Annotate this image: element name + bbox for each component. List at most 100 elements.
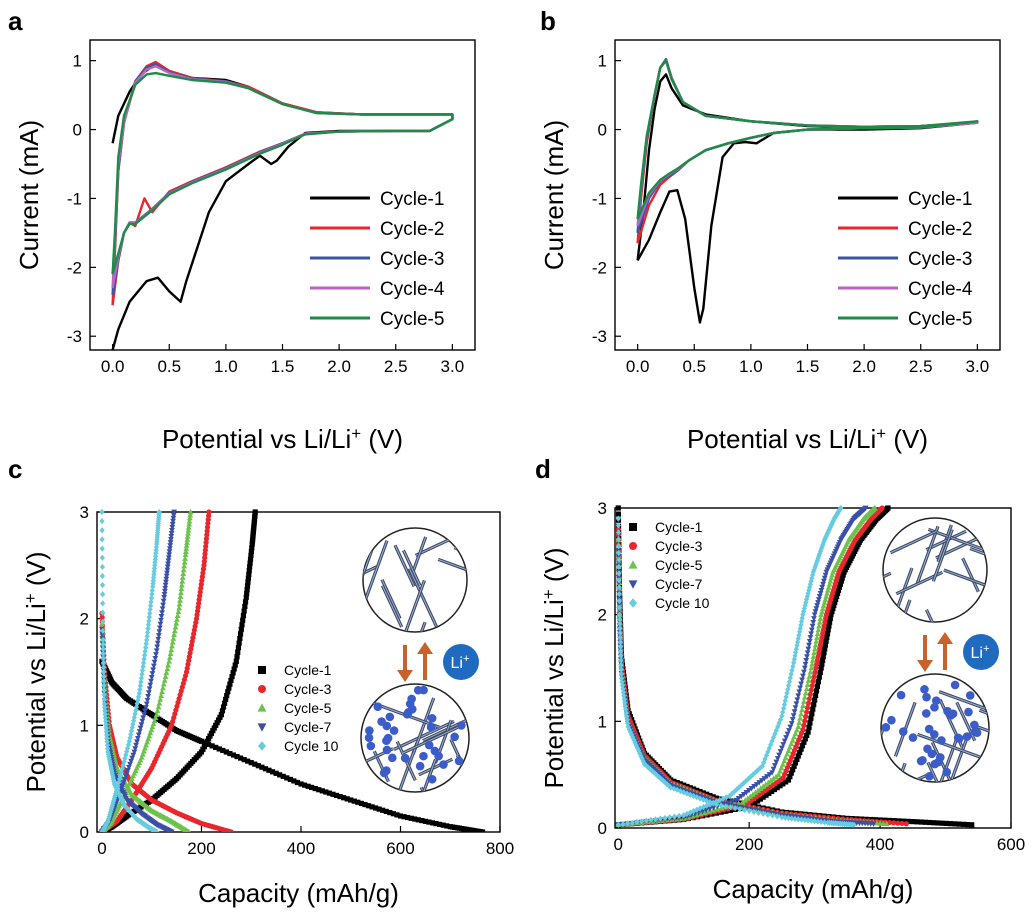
charge-point: [667, 814, 673, 821]
charge-point: [194, 608, 201, 614]
d-schematic-lithiated-rod: [881, 769, 888, 782]
b-y-tick-label: 1: [598, 52, 607, 71]
c-schematic-lithiated-li-ion: [365, 726, 374, 735]
discharge-point: [351, 798, 357, 804]
charge-point: [814, 683, 821, 689]
charge-point: [155, 636, 162, 643]
discharge-point: [633, 742, 639, 749]
b-legend-label: Cycle-1: [908, 189, 972, 210]
charge-point: [824, 590, 830, 596]
c-schematic-delithiated-rod: [365, 631, 389, 632]
b-y-tick-label: -2: [592, 258, 607, 277]
charge-point: [809, 623, 816, 630]
discharge-point: [751, 808, 757, 815]
b-x-axis-label-sup: +: [876, 424, 886, 443]
charge-point: [814, 557, 820, 564]
d-legend-label: Cycle-3: [655, 538, 703, 554]
d-schematic-lithiated-li-ion: [965, 691, 975, 700]
charge-point: [181, 559, 188, 565]
c-li-badge-plus: +: [463, 653, 470, 665]
charge-point: [171, 509, 177, 516]
charge-point: [760, 783, 767, 789]
discharge-point: [422, 818, 428, 824]
discharge-point: [624, 716, 630, 723]
charge-point: [836, 584, 843, 590]
c-legend-label: Cycle-1: [284, 662, 332, 678]
charge-point: [797, 625, 803, 632]
charge-point: [755, 787, 761, 793]
discharge-point: [623, 706, 629, 713]
a-x-tick-label: 2.0: [327, 357, 351, 376]
discharge-point: [412, 816, 418, 822]
d-plot-frame: [614, 507, 1012, 829]
b-x-ticks: 0.0 0.5 1.0 1.5 2.0 2.5 3.0: [626, 344, 989, 376]
c-x-ticks: 0 200 400 600 800: [97, 826, 514, 858]
charge-point: [817, 669, 823, 676]
charge-point: [740, 791, 747, 798]
discharge-point: [259, 764, 265, 770]
charge-point: [168, 537, 174, 543]
discharge-point: [101, 664, 107, 671]
charge-point: [205, 517, 211, 523]
charge-point: [238, 626, 244, 632]
charge-point: [796, 719, 803, 725]
charge-point: [215, 717, 222, 723]
d-y-tick-label: 1: [598, 712, 607, 731]
discharge-point: [444, 823, 450, 829]
d-schematic-delithiated-rod-highlight: [962, 557, 979, 593]
charge-point: [202, 551, 208, 557]
discharge-point: [234, 753, 240, 760]
discharge-point: [100, 659, 107, 666]
charge-point: [180, 566, 187, 573]
charge-point: [248, 549, 254, 555]
charge-point: [811, 674, 817, 680]
charge-point: [167, 543, 174, 549]
charge-point: [840, 572, 846, 578]
c-x-tick-label: 800: [486, 839, 514, 858]
d-y-axis-label-main: Potential vs Li/Li: [539, 599, 569, 788]
charge-point: [808, 715, 814, 721]
charge-point: [234, 654, 240, 660]
charge-point: [662, 814, 668, 822]
charge-point: [821, 599, 828, 605]
charge-point: [158, 692, 165, 698]
c-y-axis-label-sup: +: [21, 593, 40, 603]
charge-point: [812, 564, 818, 571]
c-legend-marker: [258, 685, 266, 693]
charge-point: [240, 613, 247, 619]
charge-point: [791, 733, 797, 740]
d-arrows: [917, 632, 953, 672]
charge-point: [750, 771, 756, 778]
d-schematic-lithiated-rod-highlight: [917, 733, 980, 758]
b-series-cycle-2: [636, 58, 979, 244]
d-schematic-lithiated-rod: [968, 769, 987, 782]
charge-point: [142, 708, 148, 714]
d-legend-label: Cycle 10: [655, 595, 710, 611]
charge-point: [160, 598, 167, 605]
d-schematic-lithiated-li-ion: [908, 733, 918, 742]
discharge-point: [380, 807, 386, 813]
discharge-point: [623, 709, 629, 717]
discharge-point: [99, 536, 105, 543]
charge-point: [815, 600, 821, 606]
charge-point: [752, 800, 758, 806]
discharge-point: [615, 536, 622, 543]
discharge-point: [99, 563, 106, 570]
charge-point: [185, 524, 192, 530]
d-schematic-lithiated-li-ion: [922, 692, 931, 702]
discharge-point: [205, 741, 212, 747]
charge-point: [812, 669, 818, 676]
charge-point: [201, 744, 207, 750]
charge-point: [747, 793, 754, 799]
d-li-badge-text: Li+: [971, 643, 990, 662]
charge-point: [137, 682, 143, 689]
charge-point: [815, 626, 822, 633]
charge-point: [147, 729, 154, 736]
c-arrow-down-head: [397, 670, 413, 682]
discharge-point: [390, 811, 396, 817]
charge-point: [793, 701, 800, 707]
a-x-axis-label-unit: (V): [361, 424, 403, 454]
charge-point: [810, 619, 817, 626]
d-schematic-lithiated-li-ion: [898, 727, 908, 736]
charge-point: [145, 625, 151, 632]
